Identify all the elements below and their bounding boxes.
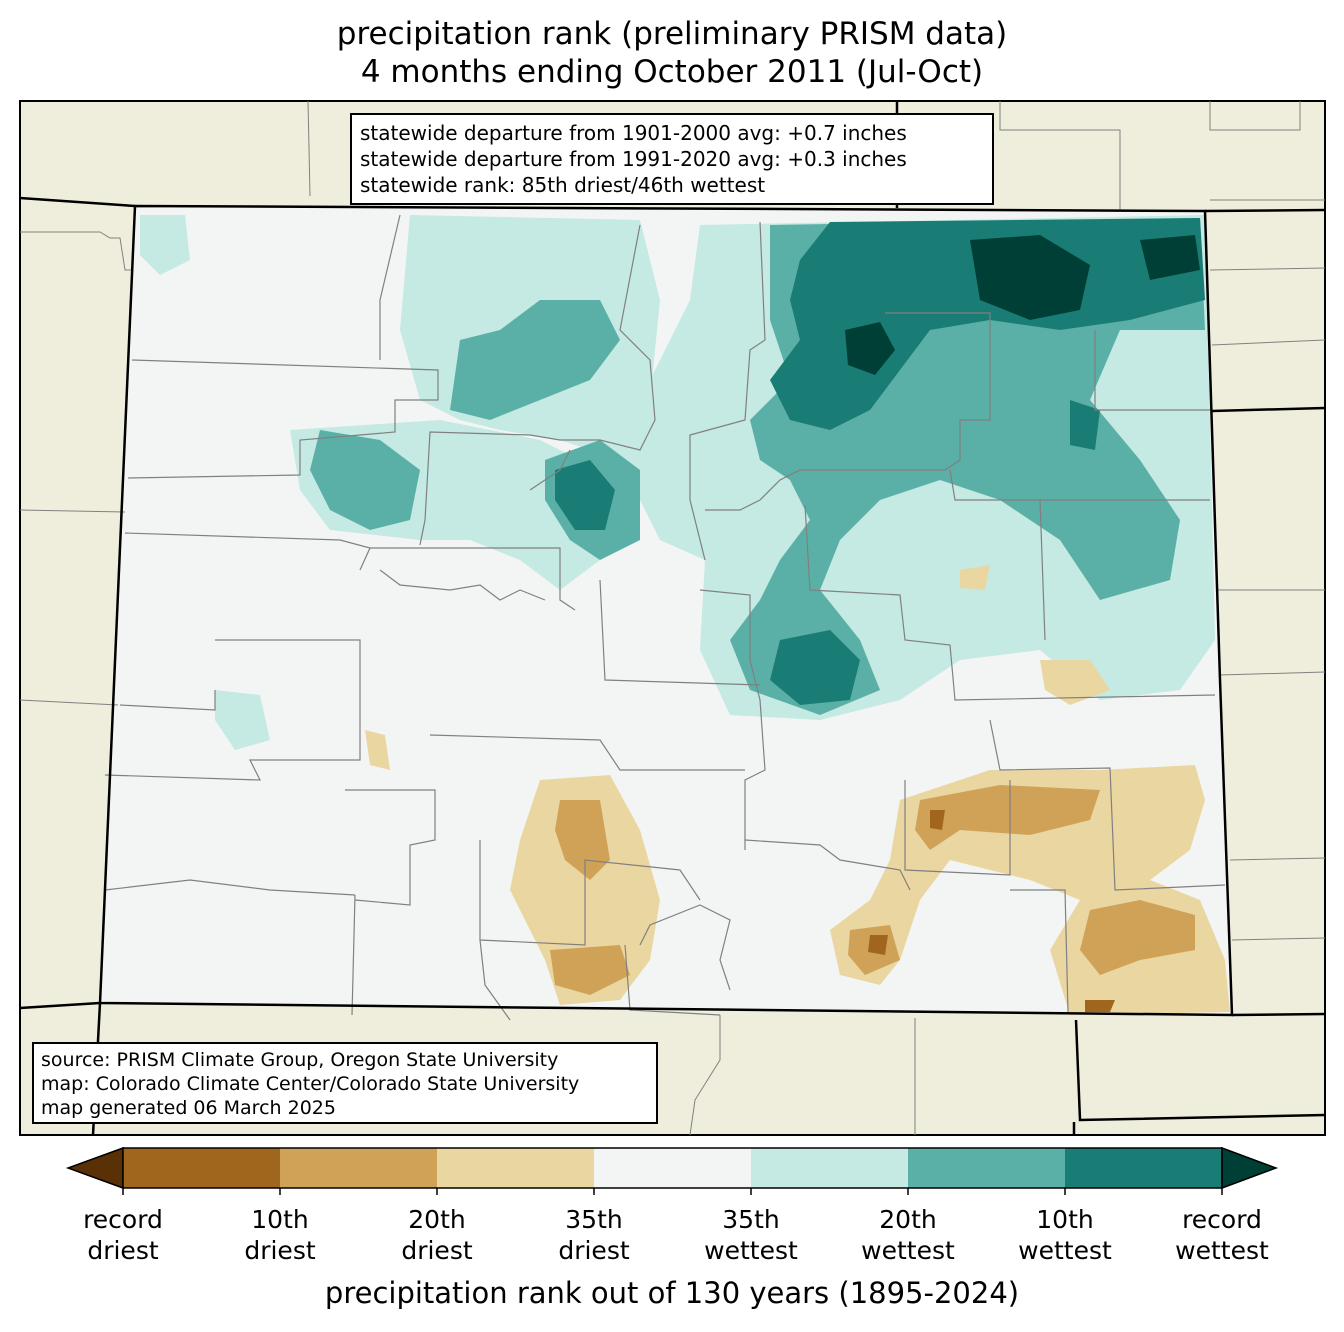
wet-record-b <box>1140 235 1200 280</box>
colorbar-arrow-min <box>65 1146 124 1190</box>
wet-light-patch-a <box>140 215 190 275</box>
generated-date: map generated 06 March 2025 <box>41 1097 336 1119</box>
source-box: source: PRISM Climate Group, Oregon Stat… <box>32 1042 658 1124</box>
wet-record-a <box>845 322 895 375</box>
colorbar-segment <box>280 1148 438 1188</box>
departure-1991-2020: statewide departure from 1991-2020 avg: … <box>360 147 907 171</box>
colorbar-segment <box>1065 1148 1223 1188</box>
tick-label-type: wettest <box>1175 1236 1269 1265</box>
colorbar-tick-label: 20th driest <box>357 1204 517 1266</box>
county-boundaries <box>104 214 1226 1021</box>
dry-light-patch-b <box>960 565 990 590</box>
departure-1901-2000: statewide departure from 1901-2000 avg: … <box>360 121 907 145</box>
colorbar-tick-label: 10th wettest <box>985 1204 1145 1266</box>
dry-strong-b <box>868 935 888 955</box>
tick-label-type: wettest <box>704 1236 798 1265</box>
dry-medium-southeast-b <box>1080 900 1195 975</box>
colorbar-segments <box>65 1146 1279 1195</box>
colorbar-outline <box>122 1147 1223 1189</box>
dry-medium-southcentral <box>555 800 610 880</box>
tick-label-type: driest <box>401 1236 473 1265</box>
colorbar-tick-label: 10th driest <box>200 1204 360 1266</box>
colorbar <box>65 1146 1279 1195</box>
tick-label-rank: 20th <box>408 1205 466 1234</box>
colorbar-tick-label: record driest <box>43 1204 203 1266</box>
map-title-line1: precipitation rank (preliminary PRISM da… <box>336 16 1008 52</box>
tick-label-rank: 35th <box>722 1205 780 1234</box>
dry-strong-c <box>1085 1000 1115 1012</box>
wet-medium-central <box>310 430 420 530</box>
statewide-rank: statewide rank: 85th driest/46th wettest <box>360 173 766 197</box>
dry-light-east <box>1040 660 1110 705</box>
colorbar-segment <box>908 1148 1066 1188</box>
dry-medium-south <box>550 945 630 995</box>
source-credit: source: PRISM Climate Group, Oregon Stat… <box>41 1049 559 1071</box>
tick-label-rank: 10th <box>1036 1205 1094 1234</box>
tick-label-rank: 10th <box>251 1205 309 1234</box>
colorbar-tick-label: record wettest <box>1142 1204 1302 1266</box>
tick-label-rank: 35th <box>565 1205 623 1234</box>
map-title-line2: 4 months ending October 2011 (Jul-Oct) <box>360 54 984 90</box>
tick-label-type: driest <box>244 1236 316 1265</box>
colorbar-segment <box>751 1148 909 1188</box>
statewide-stats-box: statewide departure from 1901-2000 avg: … <box>350 113 994 205</box>
dry-light-patch-a <box>365 730 390 770</box>
tick-label-rank: record <box>1182 1205 1262 1234</box>
colorbar-tick-label: 20th wettest <box>828 1204 988 1266</box>
wet-medium-north <box>450 300 620 420</box>
tick-label-rank: 20th <box>879 1205 937 1234</box>
colorado-border <box>98 204 1234 1017</box>
dry-strong-a <box>930 810 945 830</box>
colorbar-arrow-max <box>1221 1146 1279 1190</box>
colorbar-tick-label: 35th wettest <box>671 1204 831 1266</box>
tick-label-rank: record <box>83 1205 163 1234</box>
colorbar-label: precipitation rank out of 130 years (189… <box>324 1276 1020 1310</box>
map-credit: map: Colorado Climate Center/Colorado St… <box>41 1073 580 1095</box>
wet-strong-mountains <box>555 460 615 530</box>
dry-medium-southeast <box>915 785 1100 850</box>
precipitation-map <box>19 100 1326 1136</box>
tick-label-type: wettest <box>1018 1236 1112 1265</box>
colorbar-tick-label: 35th driest <box>514 1204 674 1266</box>
tick-label-type: driest <box>87 1236 159 1265</box>
wet-patches <box>140 215 1215 750</box>
colorbar-segment <box>594 1148 752 1188</box>
wet-strong-east <box>1070 400 1100 450</box>
neighbor-state-lines <box>19 100 1326 1136</box>
tick-label-type: wettest <box>861 1236 955 1265</box>
wet-record-northeast <box>970 235 1090 320</box>
wet-light-patch-b <box>215 690 270 750</box>
wet-strong-southeast <box>770 630 860 705</box>
colorbar-segment <box>437 1148 595 1188</box>
wet-strong-northeast <box>770 218 1205 430</box>
tick-label-type: driest <box>558 1236 630 1265</box>
colorbar-segment <box>123 1148 281 1188</box>
